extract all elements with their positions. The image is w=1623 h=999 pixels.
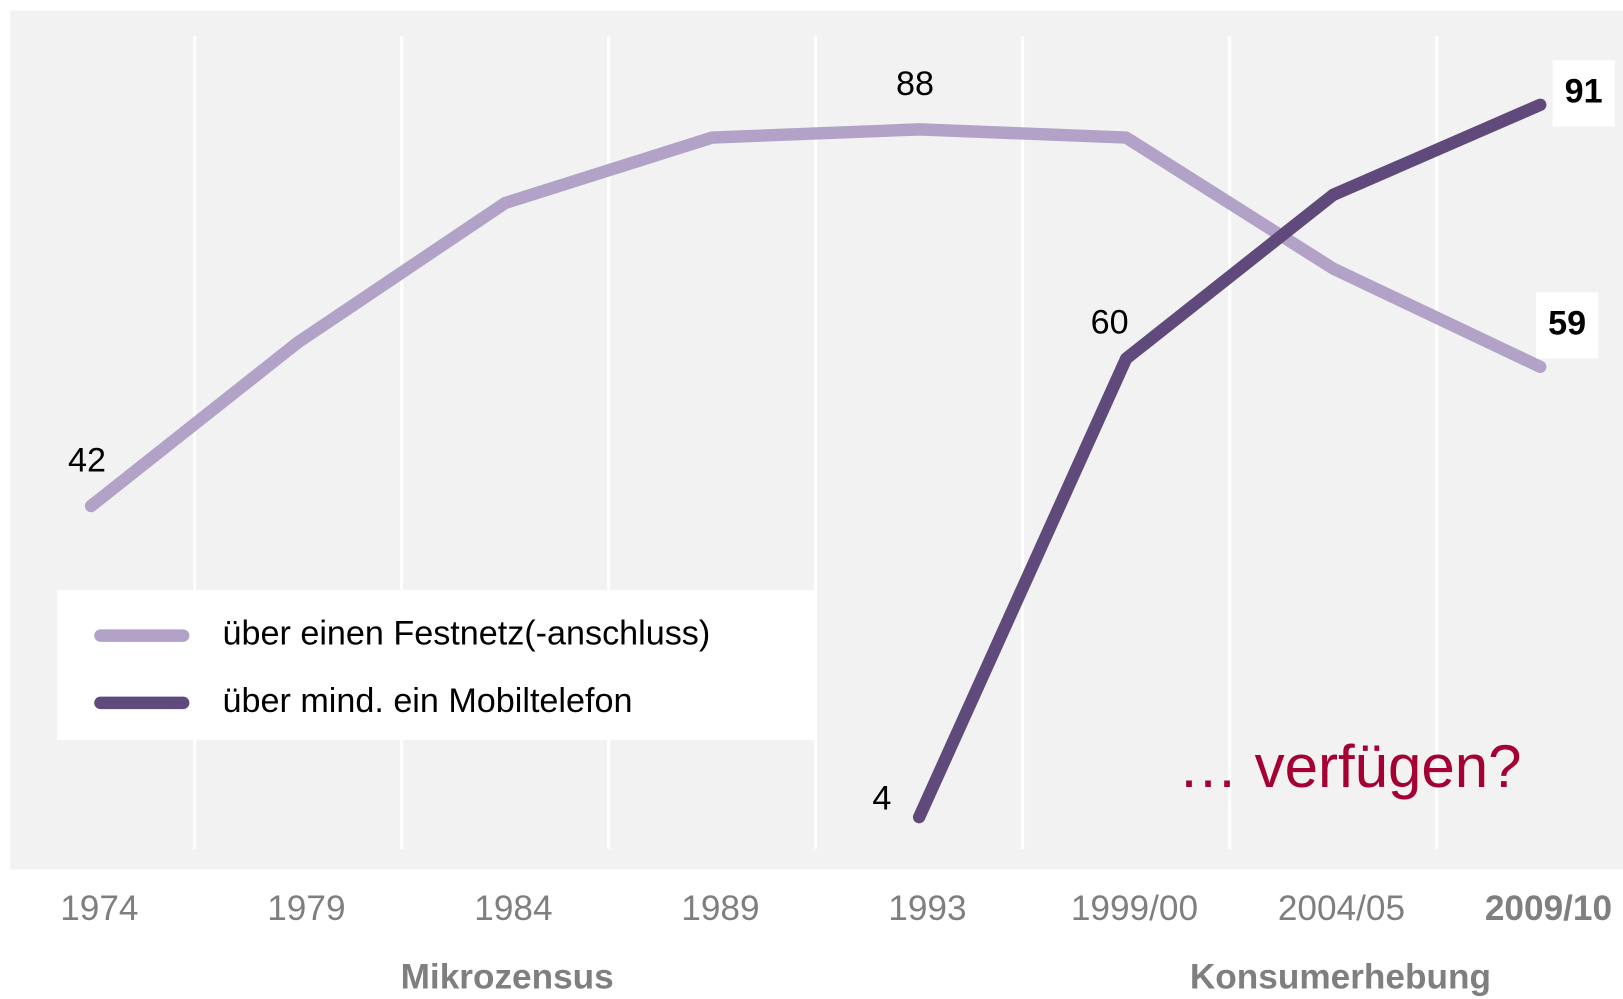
x-tick-label: 2004/05 [1278,889,1405,928]
lines [84,98,1547,824]
series-line [912,98,1547,824]
x-tick-label: 2009/10 [1485,889,1612,928]
data-label: 60 [1091,303,1129,341]
data-label: 4 [872,780,891,818]
group-label: Mikrozensus [401,958,614,997]
legend-label: über einen Festnetz(-anschluss) [223,615,711,653]
group-label: Konsumerhebung [1190,958,1491,997]
x-tick-label: 1974 [60,889,138,928]
x-tick-label: 1979 [267,889,345,928]
data-label: 59 [1548,304,1586,342]
annotation: … verfügen? [1178,733,1522,800]
x-tick-label: 1993 [888,889,966,928]
x-tick-label: 1989 [681,889,759,928]
label-box [1536,292,1599,359]
legend-box [56,590,815,741]
data-label: 42 [68,442,106,480]
label-box [1552,60,1615,127]
foreground: 42 88 59 über einen Festnetz(-anschluss) 4 60… [68,60,1615,818]
series-line [84,123,1547,513]
data-label: 91 [1565,72,1603,110]
x-tick-label: 1984 [474,889,552,928]
x-tick-label: 1999/00 [1071,889,1198,928]
data-label: 88 [896,65,934,103]
legend-label: über mind. ein Mobiltelefon [223,682,633,720]
